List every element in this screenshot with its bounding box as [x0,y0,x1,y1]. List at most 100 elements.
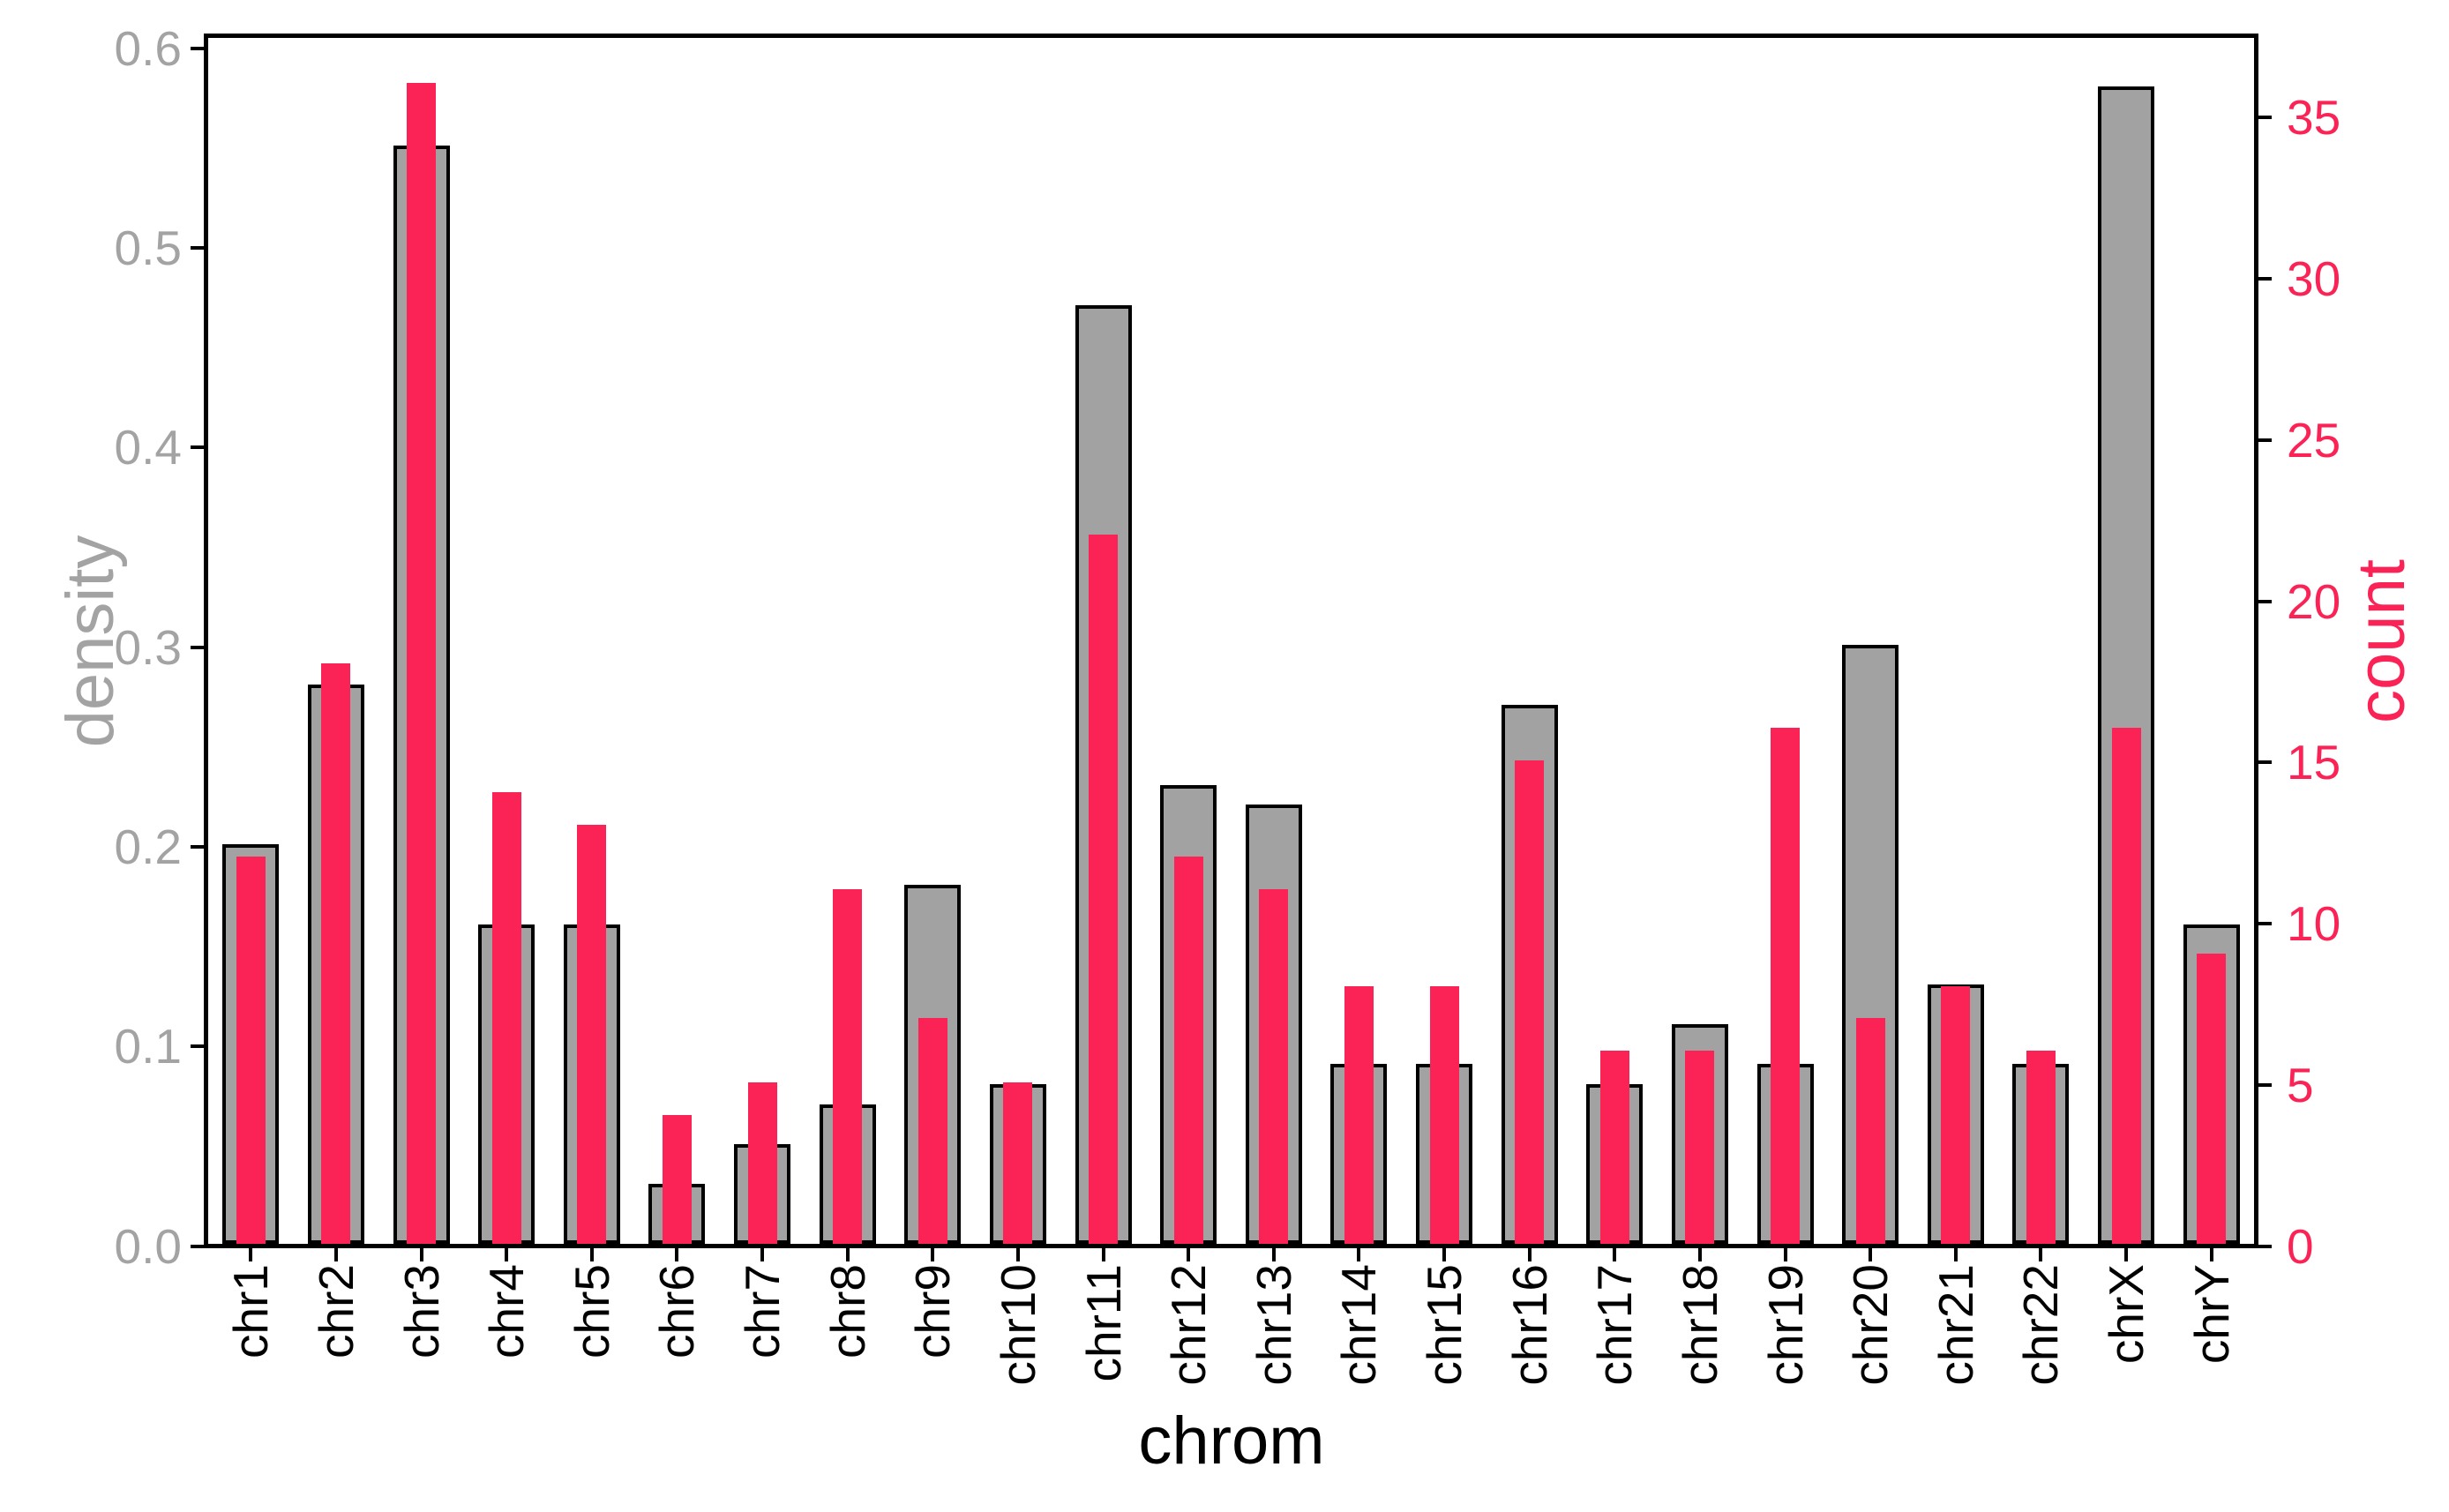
x-tick-label-chr1: chr1 [223,1264,279,1359]
x-tick-label-chr10: chr10 [990,1264,1045,1386]
left-axis-tick [191,844,204,849]
y-tick-label-0.5: 0.5 [114,221,182,276]
x-axis-tick [249,1248,253,1261]
count-tick-label-0: 0 [2287,1218,2314,1274]
x-tick-label-chr13: chr13 [1246,1264,1301,1386]
count-bar-chrX [2111,728,2141,1244]
count-bar-chr16 [1515,760,1545,1244]
x-axis-tick [2209,1248,2213,1261]
count-tick-label-20: 20 [2287,573,2341,629]
count-tick-label-30: 30 [2287,251,2341,307]
x-tick-label-chr4: chr4 [479,1264,535,1359]
count-bar-chr12 [1173,857,1203,1244]
count-tick-label-10: 10 [2287,896,2341,952]
x-axis-tick [675,1248,679,1261]
x-axis-title: chrom [1138,1403,1325,1478]
count-bar-chr3 [407,83,437,1244]
x-axis-tick [760,1248,765,1261]
count-bar-chr4 [491,792,521,1244]
x-axis-tick [1187,1248,1191,1261]
count-tick-label-15: 15 [2287,735,2341,790]
x-tick-label-chr17: chr17 [1587,1264,1643,1386]
count-bar-chr6 [662,1114,692,1244]
y-tick-label-0.6: 0.6 [114,20,182,76]
y-tick-label-0.1: 0.1 [114,1019,182,1074]
left-axis-tick [191,1244,204,1248]
count-bar-chr14 [1344,985,1374,1244]
x-axis-tick [1271,1248,1276,1261]
x-axis-tick [1869,1248,1873,1261]
count-bar-chr15 [1429,985,1459,1244]
x-axis-tick [1015,1248,1020,1261]
left-axis-tick [191,46,204,50]
left-axis-tick [191,1044,204,1049]
count-bar-chr13 [1259,888,1289,1244]
left-axis-tick [191,645,204,649]
left-axis-tick [191,445,204,450]
density-bar-chrX [2098,86,2155,1244]
x-axis-tick [1953,1248,1958,1261]
count-bar-chr10 [1003,1082,1033,1244]
y-tick-label-0.2: 0.2 [114,819,182,874]
x-axis-tick [1442,1248,1447,1261]
x-axis-tick [1101,1248,1105,1261]
right-axis-title: count [2344,559,2419,723]
x-tick-label-chr16: chr16 [1502,1264,1557,1386]
x-tick-label-chr6: chr6 [649,1264,705,1359]
y-tick-label-0.0: 0.0 [114,1218,182,1274]
right-axis-tick [2258,116,2272,120]
count-bar-chr22 [2026,1050,2056,1244]
plot-inner-area [208,38,2254,1244]
count-bar-chr17 [1599,1050,1629,1244]
count-bar-chr9 [917,1018,947,1244]
x-tick-label-chr22: chr22 [2013,1264,2069,1386]
x-tick-label-chr15: chr15 [1417,1264,1472,1386]
count-tick-label-25: 25 [2287,412,2341,468]
x-tick-label-chr11: chr11 [1075,1264,1131,1382]
x-axis-tick [2039,1248,2043,1261]
x-axis-tick [589,1248,594,1261]
count-bar-chr11 [1089,534,1119,1244]
count-bar-chr1 [236,857,266,1244]
left-axis-tick [191,246,204,251]
count-bar-chr7 [747,1082,777,1244]
count-bar-chr21 [1941,985,1971,1244]
count-bar-chr18 [1685,1050,1715,1244]
x-axis-tick [419,1248,423,1261]
right-axis-tick [2258,922,2272,926]
count-tick-label-5: 5 [2287,1057,2314,1112]
plot-area [204,34,2258,1248]
x-tick-label-chr3: chr3 [393,1264,449,1359]
x-axis-tick [1613,1248,1617,1261]
count-bar-chr2 [321,663,351,1244]
x-tick-label-chr12: chr12 [1161,1264,1217,1386]
count-bar-chr5 [577,824,607,1244]
x-tick-label-chr8: chr8 [820,1264,875,1359]
x-tick-label-chr7: chr7 [735,1264,790,1359]
count-bar-chr8 [833,888,863,1244]
x-tick-label-chr20: chr20 [1843,1264,1899,1386]
x-axis-tick [931,1248,935,1261]
count-bar-chr19 [1771,728,1801,1244]
right-axis-tick [2258,1082,2272,1087]
x-axis-tick [1783,1248,1787,1261]
x-tick-label-chr5: chr5 [564,1264,619,1359]
left-axis-title: density [53,535,128,748]
count-tick-label-35: 35 [2287,90,2341,146]
right-axis-tick [2258,438,2272,442]
x-tick-label-chr14: chr14 [1331,1264,1387,1386]
x-tick-label-chr2: chr2 [308,1264,363,1359]
x-axis-tick [1527,1248,1532,1261]
x-axis-tick [505,1248,509,1261]
y-tick-label-0.3: 0.3 [114,619,182,675]
right-axis-tick [2258,277,2272,281]
x-tick-label-chr18: chr18 [1672,1264,1727,1386]
x-axis-tick [1357,1248,1361,1261]
x-axis-tick [2124,1248,2129,1261]
x-tick-label-chr19: chr19 [1757,1264,1813,1386]
count-bar-chrY [2197,954,2227,1244]
right-axis-tick [2258,1244,2272,1248]
count-bar-chr20 [1855,1018,1885,1244]
x-axis-tick [845,1248,850,1261]
